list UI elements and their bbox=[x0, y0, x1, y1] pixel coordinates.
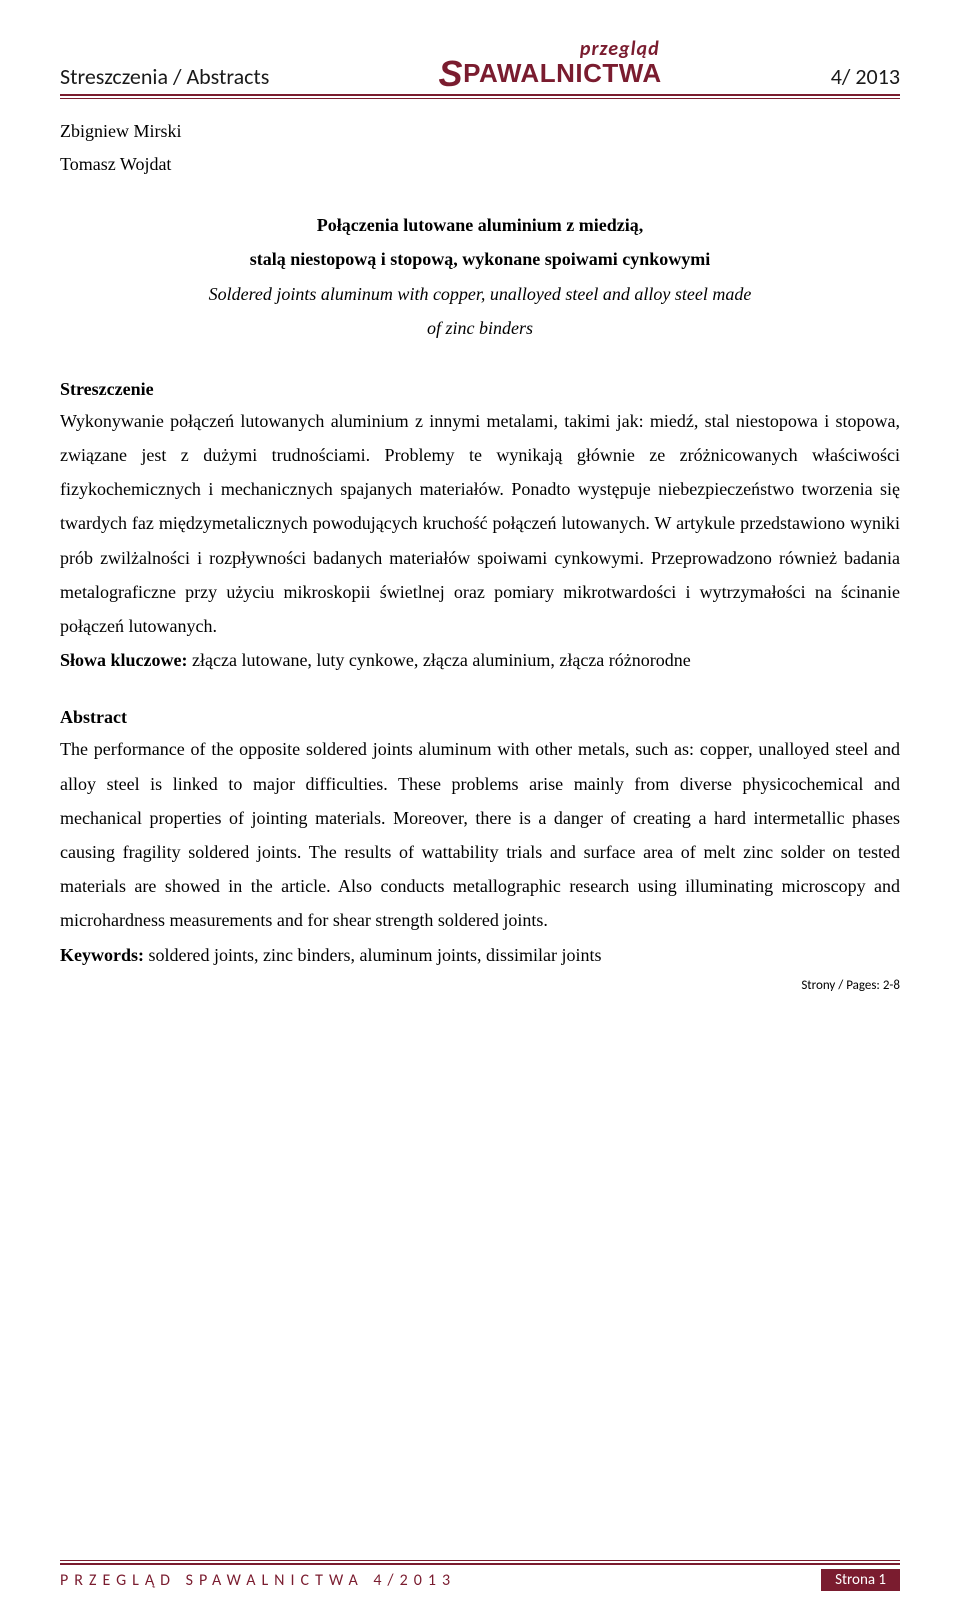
authors-block: Zbigniew Mirski Tomasz Wojdat bbox=[60, 115, 900, 180]
abstract-section: Abstract The performance of the opposite… bbox=[60, 707, 900, 971]
header-rule-thin bbox=[60, 98, 900, 99]
streszczenie-heading: Streszczenie bbox=[60, 379, 900, 400]
journal-logo: przegląd SPAWALNICTWA bbox=[439, 40, 662, 90]
footer-row: PRZEGLĄD SPAWALNICTWA 4/2013 Strona 1 bbox=[60, 1569, 900, 1591]
footer-page-badge: Strona 1 bbox=[821, 1569, 900, 1591]
slowa-kluczowe-line: Słowa kluczowe: złącza lutowane, luty cy… bbox=[60, 643, 900, 677]
footer-rule-thick bbox=[60, 1563, 900, 1565]
title-block: Połączenia lutowane aluminium z miedzią,… bbox=[60, 208, 900, 345]
page-footer: PRZEGLĄD SPAWALNICTWA 4/2013 Strona 1 bbox=[60, 1560, 900, 1591]
keywords-value: soldered joints, zinc binders, aluminum … bbox=[149, 945, 602, 965]
author-1: Zbigniew Mirski bbox=[60, 115, 900, 147]
author-2: Tomasz Wojdat bbox=[60, 148, 900, 180]
page: Streszczenia / Abstracts przegląd SPAWAL… bbox=[0, 0, 960, 1621]
slowa-kluczowe-label: Słowa kluczowe: bbox=[60, 650, 192, 670]
brand-bottom-word: SPAWALNICTWA bbox=[439, 58, 662, 90]
streszczenie-section: Streszczenie Wykonywanie połączeń lutowa… bbox=[60, 379, 900, 678]
running-header: Streszczenia / Abstracts przegląd SPAWAL… bbox=[60, 40, 900, 90]
abstract-body: The performance of the opposite soldered… bbox=[60, 732, 900, 937]
brand-bottom-rest: PAWALNICTWA bbox=[463, 58, 662, 88]
title-pl-line1: Połączenia lutowane aluminium z miedzią, bbox=[60, 208, 900, 242]
footer-journal-label: PRZEGLĄD SPAWALNICTWA 4/2013 bbox=[60, 1571, 456, 1590]
brand-top-word: przegląd bbox=[580, 40, 660, 58]
abstract-heading: Abstract bbox=[60, 707, 900, 728]
title-en-line1: Soldered joints aluminum with copper, un… bbox=[60, 277, 900, 311]
title-pl-line2: stalą niestopową i stopową, wykonane spo… bbox=[60, 242, 900, 276]
footer-rule-thin bbox=[60, 1560, 900, 1561]
slowa-kluczowe-value: złącza lutowane, luty cynkowe, złącza al… bbox=[192, 650, 691, 670]
keywords-line: Keywords: soldered joints, zinc binders,… bbox=[60, 938, 900, 972]
pages-line: Strony / Pages: 2-8 bbox=[60, 978, 900, 993]
section-gap bbox=[60, 677, 900, 707]
keywords-label: Keywords: bbox=[60, 945, 149, 965]
streszczenie-body: Wykonywanie połączeń lutowanych aluminiu… bbox=[60, 404, 900, 643]
title-en-line2: of zinc binders bbox=[60, 311, 900, 345]
header-left: Streszczenia / Abstracts bbox=[60, 63, 269, 90]
issue-label: 4/ 2013 bbox=[831, 63, 900, 90]
header-rule-thick bbox=[60, 94, 900, 96]
